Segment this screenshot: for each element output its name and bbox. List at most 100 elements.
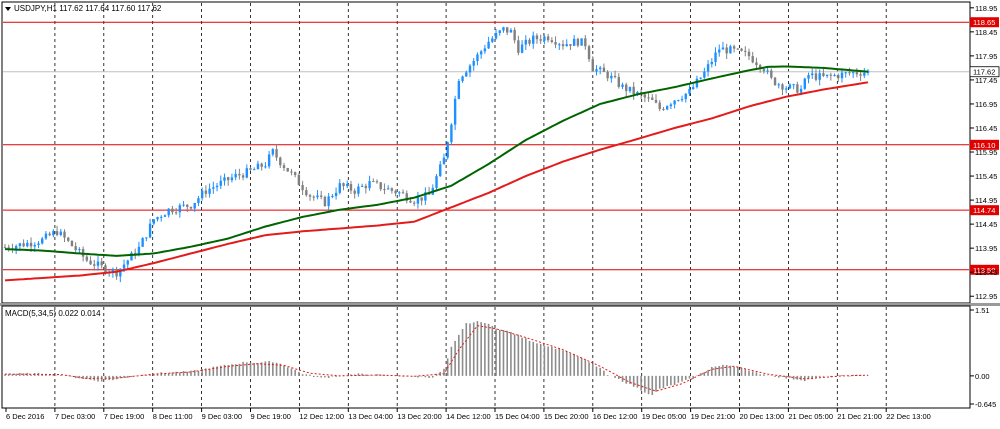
candle-body	[338, 183, 341, 193]
candle-body	[204, 190, 208, 194]
macd-signal-path	[5, 325, 868, 392]
candle-body	[539, 39, 542, 41]
candle-body	[851, 72, 855, 74]
candle-body	[14, 246, 18, 250]
candle-body	[498, 30, 501, 34]
candle-body	[457, 81, 461, 99]
candle-body	[561, 44, 565, 47]
price-grid	[54, 3, 887, 302]
candle-body	[617, 77, 620, 87]
candle-body	[476, 54, 479, 62]
candle-body	[811, 73, 814, 76]
candle-body	[788, 84, 792, 89]
candle-body	[599, 67, 602, 70]
candle-body	[63, 231, 66, 238]
y-tick-label: 113.45	[975, 268, 997, 277]
candle-body	[647, 97, 650, 99]
candle-body	[863, 72, 866, 76]
candle-body	[312, 196, 315, 198]
candle-body	[349, 184, 353, 191]
candle-body	[785, 88, 788, 90]
candle-body	[59, 231, 62, 235]
candle-body	[758, 65, 762, 70]
horizontal-levels[interactable]: 118.65 116.10 114.74 113.50 117.62	[3, 17, 1000, 275]
candle-body	[837, 75, 840, 79]
candle-body	[818, 73, 821, 80]
candle-body	[439, 164, 442, 177]
candle-body	[327, 196, 330, 207]
x-tick-label: 7 Dec 19:00	[104, 412, 144, 421]
candle-body	[506, 27, 509, 33]
candle-body	[171, 208, 174, 213]
macd-header-text: MACD(5,34,5) 0.022 0.014	[5, 309, 101, 318]
candle-body	[241, 175, 245, 178]
candle-body	[234, 173, 237, 178]
candle-body	[706, 64, 710, 72]
candle-body	[535, 35, 539, 40]
candle-body	[215, 185, 219, 188]
y-tick-label: 114.95	[975, 196, 997, 205]
candle-body	[55, 231, 59, 235]
candle-body	[126, 260, 129, 265]
candle-body	[342, 183, 345, 187]
candle-body	[260, 163, 263, 167]
candle-body	[383, 189, 386, 191]
candle-body	[331, 196, 334, 198]
y-tick-label: 113.95	[975, 244, 997, 253]
candle-body	[669, 104, 673, 107]
candle-body	[22, 243, 25, 247]
candle-body	[799, 88, 803, 93]
candle-body	[450, 124, 453, 143]
candle-body	[245, 168, 248, 178]
candle-body	[829, 74, 833, 76]
candle-body	[379, 182, 382, 190]
candle-body	[491, 38, 494, 42]
candle-body	[275, 149, 278, 158]
candle-body	[267, 154, 271, 167]
candle-body	[699, 77, 702, 79]
candle-body	[688, 88, 691, 94]
candle-body	[442, 157, 446, 165]
candle-body	[770, 70, 773, 78]
candle-body	[632, 86, 635, 95]
candle-body	[844, 72, 847, 74]
candle-body	[178, 205, 182, 213]
candle-body	[413, 202, 416, 204]
candle-body	[762, 69, 766, 72]
x-tick-label: 19 Dec 21:00	[691, 412, 736, 421]
candle-body	[684, 93, 687, 100]
candle-body	[744, 50, 747, 52]
candle-body	[264, 166, 267, 168]
panel-separator[interactable]	[0, 303, 1000, 306]
candle-body	[174, 212, 178, 214]
level-price-tag	[970, 264, 999, 275]
candle-body	[580, 38, 583, 46]
dropdown-arrow-icon[interactable]	[5, 7, 11, 11]
candle-body	[372, 181, 375, 183]
macd-panel[interactable]: 1.51 0.00 -0.645 MACD(5,34,5) 0.022 0.014	[1, 305, 996, 409]
candle-body	[677, 100, 680, 102]
candle-body	[673, 100, 676, 105]
candle-body	[375, 181, 379, 183]
candle-body	[833, 75, 836, 77]
candle-body	[193, 202, 196, 209]
macd-panel-frame	[1, 305, 971, 409]
candle-body	[253, 169, 256, 171]
candle-body	[320, 195, 323, 197]
candle-body	[532, 35, 535, 44]
candle-body	[740, 48, 743, 51]
candle-body	[543, 36, 546, 41]
x-tick-label: 8 Dec 11:00	[153, 412, 193, 421]
candle-body	[736, 48, 740, 50]
candle-body	[766, 70, 769, 72]
candle-body	[7, 247, 10, 249]
candle-body	[197, 198, 200, 203]
macd-y-tick-label: 1.51	[975, 306, 990, 315]
candle-body	[479, 51, 483, 55]
candle-body	[48, 233, 51, 236]
candle-body	[279, 157, 282, 166]
candle-body	[494, 33, 498, 39]
candle-body	[558, 44, 561, 46]
